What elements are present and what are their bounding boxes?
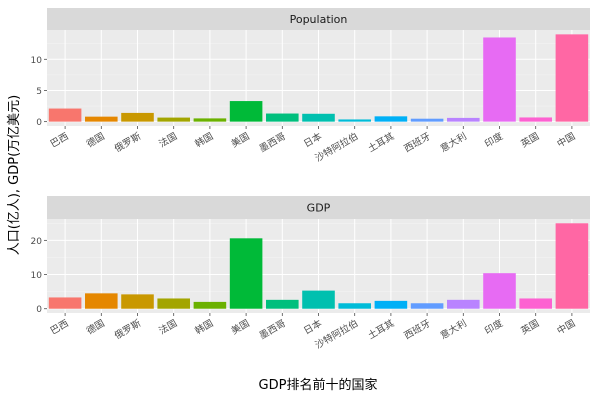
bar-gdp-1	[85, 293, 118, 309]
panel-strip	[47, 8, 590, 30]
bar-gdp-12	[483, 273, 516, 309]
y-tick-label: 0	[36, 305, 42, 315]
x-tick-label: 美国	[229, 130, 251, 150]
x-tick-label: 中国	[555, 317, 577, 337]
y-axis-title: 人口(亿人), GDP(万亿美元)	[7, 95, 22, 255]
x-tick-label: 中国	[555, 130, 577, 150]
bar-population-7	[302, 113, 335, 122]
x-tick-label: 印度	[483, 317, 506, 337]
x-tick-label: 土耳其	[366, 130, 397, 155]
bar-gdp-11	[447, 299, 480, 309]
y-tick-label: 5	[36, 87, 42, 97]
bar-gdp-13	[519, 298, 552, 309]
bar-population-5	[229, 101, 263, 122]
bar-gdp-9	[374, 300, 408, 309]
x-tick-label: 法国	[157, 130, 179, 150]
bar-gdp-14	[555, 223, 589, 309]
x-tick-label: 德国	[84, 317, 106, 337]
x-tick-label: 巴西	[49, 131, 71, 150]
bar-gdp-2	[121, 294, 154, 309]
x-tick-label: 俄罗斯	[112, 317, 143, 342]
x-tick-label: 墨西哥	[258, 318, 288, 342]
x-tick-label: 德国	[84, 130, 106, 150]
x-tick-label: 日本	[302, 317, 325, 337]
x-tick-label: 俄罗斯	[112, 130, 143, 155]
y-tick-label: 20	[31, 237, 43, 247]
x-tick-label: 西班牙	[402, 317, 433, 342]
bar-population-1	[85, 116, 118, 122]
x-tick-label: 巴西	[49, 318, 71, 337]
bar-gdp-5	[229, 238, 263, 309]
bar-population-8	[338, 119, 371, 122]
x-tick-label: 西班牙	[402, 130, 433, 155]
x-tick-label: 英国	[519, 317, 541, 337]
x-tick-label: 意大利	[438, 130, 469, 155]
x-tick-label: 韩国	[193, 317, 215, 337]
bar-population-10	[410, 118, 444, 122]
x-tick-label: 韩国	[193, 130, 215, 150]
x-tick-label: 日本	[302, 130, 325, 150]
y-tick-label: 10	[31, 271, 43, 281]
x-tick-label: 印度	[483, 130, 506, 150]
bar-gdp-0	[48, 297, 82, 309]
panel-strip-title: GDP	[307, 202, 331, 215]
bar-gdp-7	[302, 290, 335, 309]
x-tick-label: 法国	[157, 317, 179, 337]
x-axis-title: GDP排名前十的国家	[259, 377, 378, 393]
x-tick-label: 英国	[519, 130, 541, 150]
bar-population-12	[483, 37, 516, 122]
y-tick-label: 0	[36, 118, 42, 128]
bar-gdp-10	[410, 303, 444, 309]
y-tick-label: 10	[31, 56, 43, 66]
bar-population-11	[447, 117, 480, 122]
bar-population-13	[519, 117, 552, 122]
x-tick-label: 意大利	[438, 317, 469, 342]
x-tick-label: 土耳其	[366, 317, 397, 342]
x-tick-label: 美国	[229, 317, 251, 337]
bar-population-14	[555, 34, 589, 122]
bar-population-4	[193, 118, 227, 122]
panel-strip	[47, 196, 590, 219]
bar-population-0	[48, 108, 82, 122]
bar-gdp-6	[266, 299, 299, 309]
bar-gdp-8	[338, 303, 371, 309]
bar-population-9	[374, 116, 408, 122]
bar-population-6	[266, 113, 299, 122]
x-tick-label: 墨西哥	[258, 131, 288, 155]
bar-population-2	[121, 112, 154, 122]
panel-strip-title: Population	[290, 13, 348, 26]
bar-population-3	[157, 117, 190, 122]
bar-gdp-3	[157, 298, 190, 309]
bar-gdp-4	[193, 301, 227, 309]
